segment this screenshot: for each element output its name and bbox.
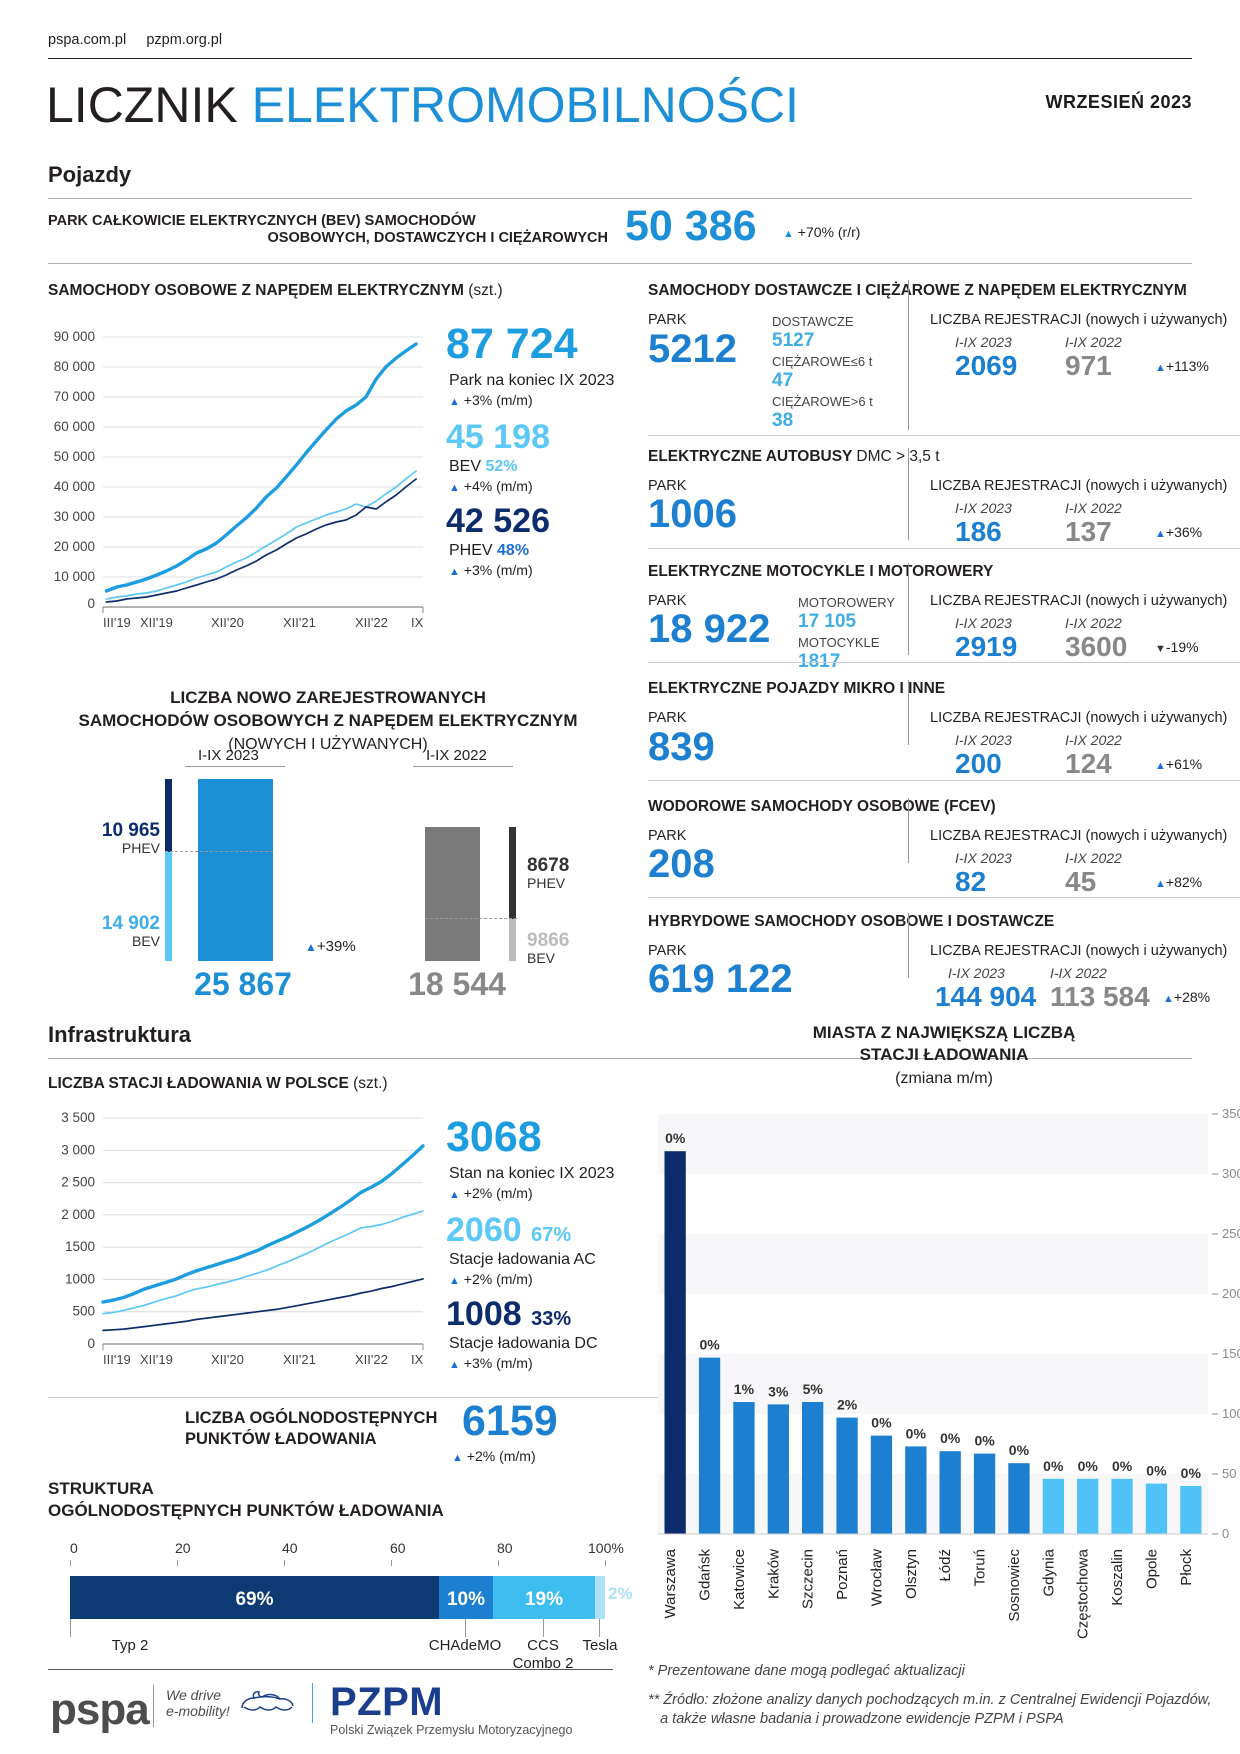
svg-text:Toruń: Toruń — [972, 1549, 989, 1587]
svg-text:XII'20: XII'20 — [211, 615, 244, 630]
svg-text:Poznań: Poznań — [834, 1549, 851, 1600]
svg-text:IX: IX — [411, 1352, 424, 1367]
svg-text:0%: 0% — [1112, 1458, 1133, 1474]
svg-text:Olsztyn: Olsztyn — [903, 1549, 920, 1599]
svg-text:XII'22: XII'22 — [355, 615, 388, 630]
svg-text:Wrocław: Wrocław — [868, 1549, 885, 1606]
svg-text:Częstochowa: Częstochowa — [1075, 1548, 1092, 1639]
svg-text:40 000: 40 000 — [54, 479, 95, 494]
svg-text:250: 250 — [1222, 1226, 1240, 1241]
svg-text:5%: 5% — [803, 1381, 824, 1397]
svg-text:20 000: 20 000 — [54, 539, 95, 554]
svg-text:1%: 1% — [734, 1381, 755, 1397]
svg-text:100: 100 — [1222, 1406, 1240, 1421]
svg-text:Opole: Opole — [1143, 1549, 1160, 1589]
svg-text:Koszalin: Koszalin — [1109, 1549, 1126, 1606]
svg-text:0%: 0% — [871, 1415, 892, 1431]
svg-text:30 000: 30 000 — [54, 509, 95, 524]
svg-text:XII'20: XII'20 — [211, 1352, 244, 1367]
svg-text:150: 150 — [1222, 1346, 1240, 1361]
svg-text:3 000: 3 000 — [61, 1142, 95, 1157]
svg-text:Płock: Płock — [1178, 1549, 1195, 1586]
svg-text:0%: 0% — [974, 1433, 995, 1449]
svg-text:80 000: 80 000 — [54, 359, 95, 374]
svg-text:0%: 0% — [699, 1337, 720, 1353]
svg-text:0%: 0% — [1043, 1458, 1064, 1474]
svg-text:2 000: 2 000 — [61, 1207, 95, 1222]
svg-text:0%: 0% — [940, 1430, 961, 1446]
svg-text:Warszawa: Warszawa — [662, 1548, 679, 1618]
svg-text:Gdynia: Gdynia — [1040, 1548, 1057, 1596]
svg-text:0%: 0% — [1009, 1442, 1030, 1458]
svg-text:0: 0 — [87, 1336, 95, 1351]
svg-text:90 000: 90 000 — [54, 329, 95, 344]
svg-text:0%: 0% — [906, 1425, 927, 1441]
svg-text:XII'22: XII'22 — [355, 1352, 388, 1367]
svg-text:50 000: 50 000 — [54, 449, 95, 464]
svg-text:500: 500 — [72, 1304, 95, 1319]
svg-text:XII'21: XII'21 — [283, 615, 316, 630]
svg-text:0%: 0% — [1146, 1463, 1167, 1479]
svg-text:Katowice: Katowice — [731, 1549, 748, 1610]
svg-text:Sosnowiec: Sosnowiec — [1006, 1549, 1023, 1622]
svg-text:III'19: III'19 — [103, 1352, 131, 1367]
svg-text:50: 50 — [1222, 1466, 1236, 1481]
svg-text:Kraków: Kraków — [765, 1549, 782, 1599]
svg-text:1000: 1000 — [65, 1271, 95, 1286]
svg-text:0%: 0% — [1078, 1458, 1099, 1474]
svg-text:Szczecin: Szczecin — [800, 1549, 817, 1609]
svg-text:3 500: 3 500 — [61, 1110, 95, 1125]
svg-text:Gdańsk: Gdańsk — [697, 1549, 714, 1601]
svg-text:200: 200 — [1222, 1286, 1240, 1301]
svg-text:10 000: 10 000 — [54, 569, 95, 584]
svg-text:0%: 0% — [1181, 1465, 1202, 1481]
svg-text:XII'21: XII'21 — [283, 1352, 316, 1367]
svg-text:1500: 1500 — [65, 1239, 95, 1254]
svg-text:2 500: 2 500 — [61, 1175, 95, 1190]
svg-text:XII'19: XII'19 — [140, 1352, 173, 1367]
svg-text:2%: 2% — [837, 1397, 858, 1413]
svg-text:Łódź: Łódź — [937, 1549, 954, 1582]
svg-text:300: 300 — [1222, 1166, 1240, 1181]
svg-text:IX: IX — [411, 615, 424, 630]
svg-text:0%: 0% — [665, 1130, 686, 1146]
svg-text:XII'19: XII'19 — [140, 615, 173, 630]
svg-text:350: 350 — [1222, 1106, 1240, 1121]
svg-text:III'19: III'19 — [103, 615, 131, 630]
svg-text:70 000: 70 000 — [54, 389, 95, 404]
svg-text:3%: 3% — [768, 1383, 789, 1399]
svg-text:0: 0 — [1222, 1526, 1229, 1541]
svg-text:0: 0 — [87, 596, 95, 611]
svg-text:60 000: 60 000 — [54, 419, 95, 434]
